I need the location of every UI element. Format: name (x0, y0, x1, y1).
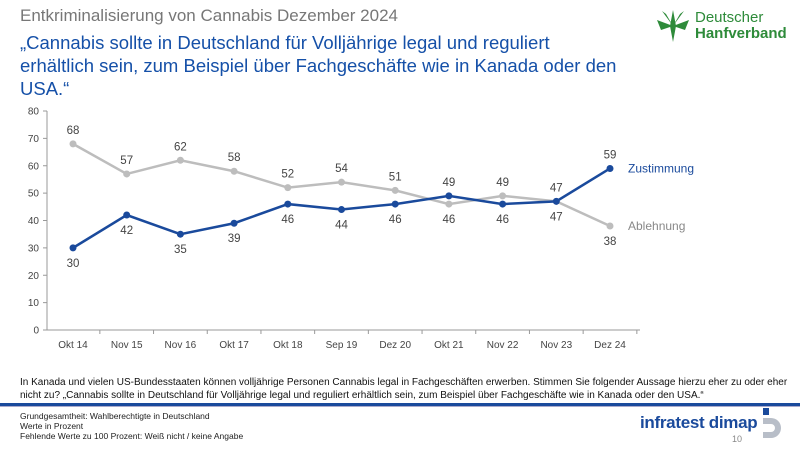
x-tick-label: Nov 16 (165, 340, 197, 351)
data-point (391, 186, 399, 194)
data-label: 38 (604, 236, 617, 248)
y-tick-label: 50 (28, 189, 40, 200)
data-point (499, 200, 507, 208)
data-point (338, 178, 345, 186)
data-label: 46 (389, 214, 402, 226)
data-label: 49 (496, 177, 509, 189)
y-tick-label: 40 (28, 216, 40, 227)
legend-ablehnung: Ablehnung (628, 219, 685, 233)
data-label: 68 (67, 125, 80, 137)
data-label: 44 (335, 220, 348, 232)
data-point (176, 230, 184, 238)
data-label: 59 (604, 149, 617, 161)
data-label: 51 (389, 171, 402, 183)
data-label: 46 (281, 214, 294, 226)
data-point (230, 219, 238, 227)
data-point (230, 167, 238, 175)
x-tick-label: Nov 22 (487, 340, 519, 351)
data-label: 42 (120, 225, 133, 237)
data-point (123, 211, 131, 219)
data-label: 52 (281, 169, 294, 181)
data-label: 39 (228, 233, 241, 245)
y-tick-label: 10 (28, 298, 40, 309)
x-tick-label: Okt 21 (434, 340, 464, 351)
note: Fehlende Werte zu 100 Prozent: Weiß nich… (20, 431, 244, 441)
data-label: 46 (496, 214, 509, 226)
line-chart: 0 10 20 30 40 50 60 70 80 Okt 14 Nov 15 Nov 16 Okt 1… (28, 107, 694, 352)
data-point (69, 140, 77, 148)
data-point (123, 170, 131, 178)
y-tick-label: 70 (28, 134, 40, 145)
data-label: 57 (120, 155, 133, 167)
logo-line1: Deutscher (695, 9, 764, 26)
hemp-leaf-icon (657, 10, 689, 42)
footer-divider (0, 403, 800, 407)
x-tick-label: Okt 17 (219, 340, 249, 351)
slide-title: „Cannabis sollte in Deutschland für Voll… (20, 32, 617, 99)
data-point (69, 244, 77, 252)
data-label: 49 (443, 177, 456, 189)
data-point (445, 200, 453, 208)
data-point (552, 197, 560, 205)
data-label: 62 (174, 141, 187, 153)
data-point (284, 184, 292, 192)
data-label: 46 (443, 214, 456, 226)
y-tick-label: 30 (28, 243, 40, 254)
footnotes: Grundgesamtheit: Wahlberechtigte in Deut… (20, 411, 243, 441)
x-tick-label: Sep 19 (326, 340, 358, 351)
infratest-logo: infratest dimap (640, 408, 787, 438)
data-label: 47 (550, 211, 563, 223)
y-tick-label: 80 (28, 107, 40, 118)
data-point (338, 206, 345, 214)
brand-name: infratest dimap (640, 413, 758, 432)
dhv-logo: Deutscher Hanfverband (655, 8, 787, 44)
x-tick-label: Dez 20 (379, 340, 411, 351)
data-point (445, 192, 453, 200)
slide-kicker: Entkriminalisierung von Cannabis Dezembe… (20, 6, 398, 25)
data-point (606, 164, 614, 172)
x-tick-label: Okt 18 (273, 340, 303, 351)
data-label: 30 (67, 258, 80, 270)
x-tick-label: Nov 15 (111, 340, 143, 351)
data-point (176, 156, 184, 164)
data-label: 35 (174, 244, 187, 256)
logo-line2: Hanfverband (695, 25, 787, 42)
page-number: 10 (732, 434, 743, 444)
data-label: 54 (335, 163, 348, 175)
y-tick-label: 0 (33, 326, 39, 337)
data-point (284, 200, 292, 208)
question-text: In Kanada und vielen US-Bundesstaaten kö… (20, 377, 788, 401)
y-tick-label: 20 (28, 271, 40, 282)
legend-zustimmung: Zustimmung (628, 161, 694, 175)
data-label: 58 (228, 152, 241, 164)
x-tick-label: Okt 14 (58, 340, 88, 351)
x-tick-label: Dez 24 (594, 340, 626, 351)
note: Werte in Prozent (20, 421, 84, 431)
data-point (499, 192, 507, 200)
note: Grundgesamtheit: Wahlberechtigte in Deut… (20, 411, 210, 421)
y-tick-label: 60 (28, 161, 40, 172)
data-point (606, 222, 614, 230)
x-tick-label: Nov 23 (540, 340, 572, 351)
data-label: 47 (550, 182, 563, 194)
data-point (391, 200, 399, 208)
dimap-mark-icon (763, 408, 782, 438)
